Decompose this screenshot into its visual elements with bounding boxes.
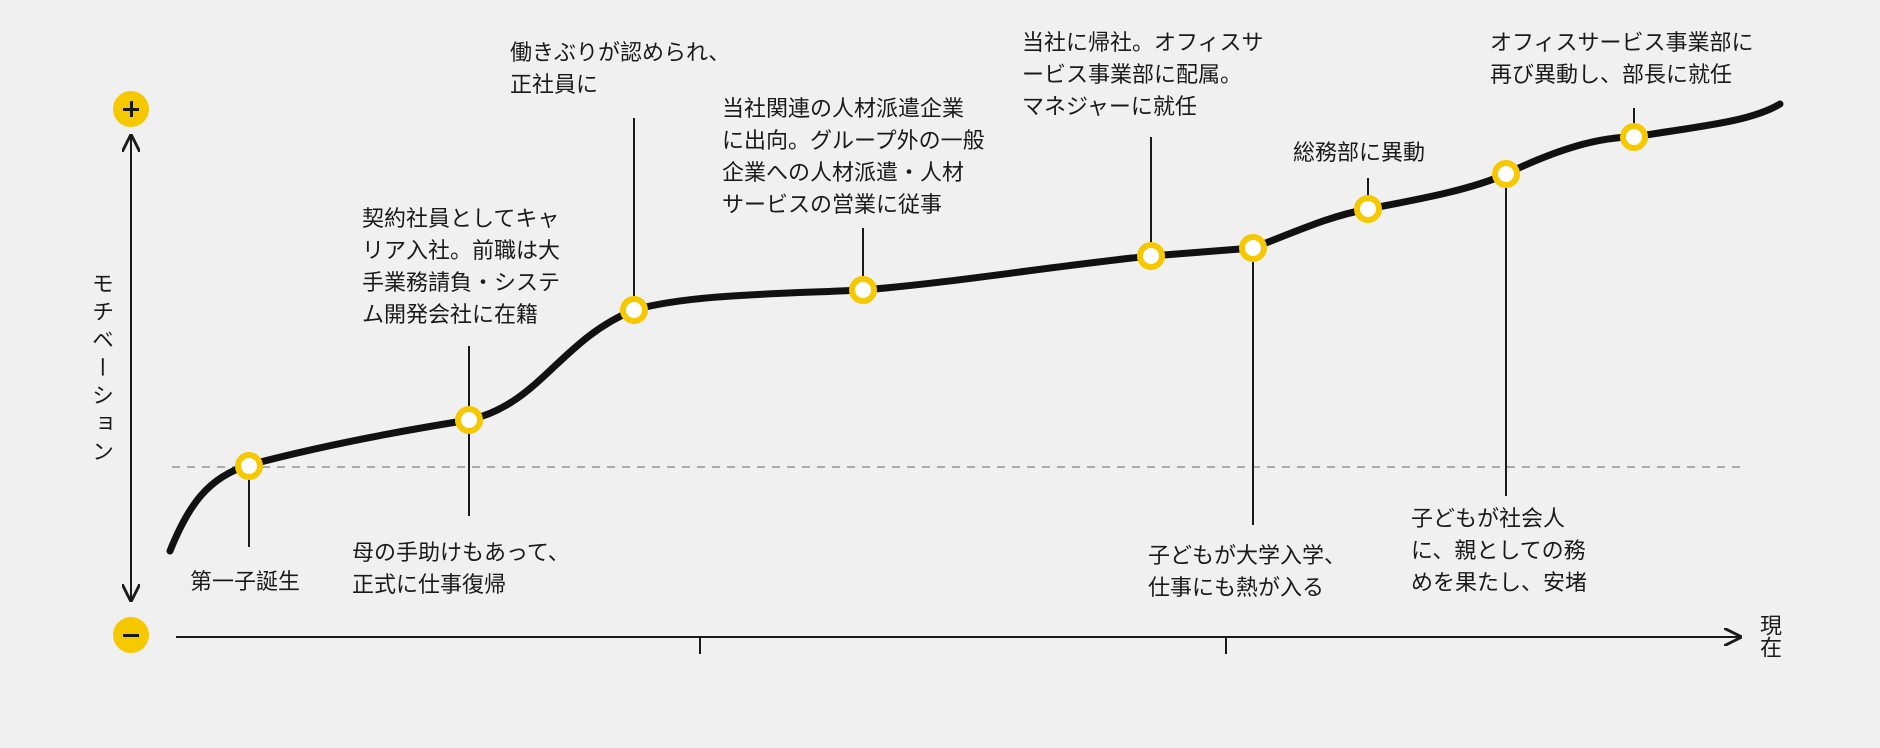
event-marker-8 (1492, 160, 1520, 188)
annotation-return-to-work: 母の手助けもあって、 正式に仕事復帰 (352, 541, 570, 598)
event-marker-7 (1354, 195, 1382, 223)
event-marker-3 (620, 296, 648, 324)
plus-icon (113, 91, 149, 127)
x-axis-end-label: 現在 (1756, 614, 1781, 658)
minus-icon (113, 617, 149, 653)
event-marker-4 (849, 276, 877, 304)
annotation-child-working: 子どもが社会人 に、親としての務 めを果たし、安堵 (1411, 507, 1588, 596)
event-marker-1 (235, 452, 263, 480)
event-marker-2 (455, 406, 483, 434)
annotation-department-head: オフィスサービス事業部に 再び異動し、部長に就任 (1490, 31, 1754, 88)
annotation-child-university: 子どもが大学入学、 仕事にも熱が入る (1148, 544, 1347, 601)
motivation-line (166, 100, 1784, 555)
annotation-return-company: 当社に帰社。オフィスサ ービス事業部に配属。 マネジャーに就任 (1022, 31, 1264, 120)
annotation-general-affairs: 総務部に異動 (1293, 141, 1426, 166)
annotation-contract-join: 契約社員としてキャ リア入社。前職は大 手業務請負・システ ム開発会社に在籍 (362, 207, 561, 328)
annotation-full-time: 働きぶりが認められ、 正社員に (510, 41, 731, 98)
event-marker-6 (1239, 234, 1267, 262)
y-axis-label: モチベーション (88, 272, 113, 468)
annotation-first-child: 第一子誕生 (190, 570, 301, 595)
event-marker-9 (1620, 123, 1648, 151)
event-marker-5 (1137, 242, 1165, 270)
annotation-secondment: 当社関連の人材派遣企業 に出向。グループ外の一般 企業への人材派遣・人材 サービ… (722, 97, 985, 218)
